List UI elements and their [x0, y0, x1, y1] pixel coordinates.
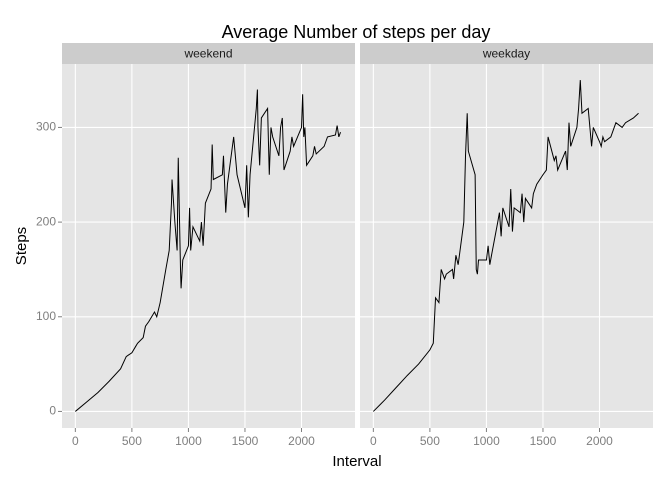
x-tick-label: 500	[122, 434, 142, 448]
x-tick-label: 1000	[175, 434, 202, 448]
y-tick-label: 0	[49, 404, 56, 418]
x-tick-label: 1500	[530, 434, 557, 448]
strip-label: weekday	[482, 47, 530, 61]
strip	[62, 43, 355, 64]
x-tick-label: 0	[370, 434, 377, 448]
strip	[360, 43, 653, 64]
y-tick-label: 300	[36, 120, 56, 134]
line	[75, 89, 342, 412]
y-tick-label: 100	[36, 309, 56, 323]
x-tick-label: 500	[420, 434, 440, 448]
x-tick-label: 2000	[288, 434, 315, 448]
x-tick-label: 1500	[232, 434, 259, 448]
x-tick-label: 2000	[586, 434, 613, 448]
y-tick-label: 200	[36, 214, 56, 228]
panel	[360, 64, 653, 428]
chart-title: Average Number of steps per day	[222, 22, 491, 42]
x-axis-label: Interval	[332, 453, 381, 470]
line	[372, 80, 639, 412]
x-tick-label: 1000	[473, 434, 500, 448]
strip-label: weekend	[183, 47, 232, 61]
panel	[62, 64, 355, 428]
y-axis-label: Steps	[13, 227, 30, 265]
x-tick-label: 0	[72, 434, 79, 448]
